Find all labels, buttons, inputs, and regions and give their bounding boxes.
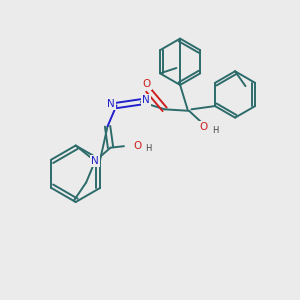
Text: N: N [107, 99, 115, 109]
Text: H: H [212, 126, 218, 135]
Text: N: N [142, 95, 150, 105]
Text: O: O [200, 122, 208, 132]
Text: O: O [143, 79, 151, 89]
Text: N: N [91, 156, 99, 166]
Text: O: O [133, 141, 141, 151]
Text: H: H [145, 144, 152, 153]
